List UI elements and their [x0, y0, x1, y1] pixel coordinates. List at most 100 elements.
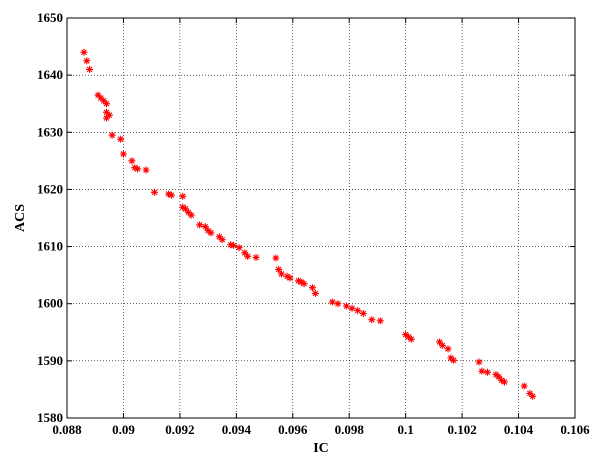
data-point — [450, 356, 458, 364]
data-point — [103, 114, 111, 122]
data-point — [131, 164, 139, 172]
data-point — [80, 48, 88, 56]
x-tick-label: 0.094 — [222, 422, 252, 437]
data-point — [359, 309, 367, 317]
x-tick-label: 0.102 — [447, 422, 476, 437]
data-point — [105, 111, 113, 119]
data-point — [207, 229, 215, 237]
x-tick-label: 0.096 — [278, 422, 308, 437]
data-point — [520, 382, 528, 390]
data-point — [117, 135, 125, 143]
axis-ticks — [66, 17, 576, 419]
data-point — [272, 254, 280, 262]
data-point — [500, 378, 508, 386]
data-point — [407, 335, 415, 343]
data-point — [165, 190, 173, 198]
data-point — [334, 300, 342, 308]
data-points — [80, 48, 537, 400]
data-point — [103, 100, 111, 108]
data-point — [97, 94, 105, 102]
data-point — [196, 221, 204, 229]
data-point — [526, 389, 534, 397]
data-point — [103, 108, 111, 116]
data-point — [404, 333, 412, 341]
x-tick-label: 0.098 — [335, 422, 365, 437]
y-tick-label: 1590 — [37, 353, 63, 368]
data-point — [179, 192, 187, 200]
data-point — [368, 316, 376, 324]
data-point — [230, 241, 238, 249]
data-point — [134, 165, 142, 173]
data-point — [294, 277, 302, 285]
data-point — [348, 304, 356, 312]
data-point — [218, 236, 226, 244]
x-axis-title: IC — [313, 441, 329, 456]
data-point — [150, 188, 158, 196]
data-point — [227, 241, 235, 249]
x-tick-label: 0.106 — [560, 422, 590, 437]
data-point — [94, 91, 102, 99]
data-point — [402, 331, 410, 339]
y-axis-title: ACS — [13, 204, 28, 232]
data-point — [119, 150, 127, 158]
data-point — [241, 249, 249, 257]
data-point — [108, 131, 116, 139]
y-tick-label: 1630 — [37, 124, 63, 139]
data-point — [275, 265, 283, 273]
data-point — [354, 307, 362, 315]
data-point — [179, 203, 187, 211]
data-point — [309, 284, 317, 292]
data-point — [100, 97, 108, 105]
data-point — [328, 298, 336, 306]
data-point — [286, 274, 294, 282]
grid-lines — [67, 18, 575, 418]
data-point — [167, 191, 175, 199]
data-point — [142, 166, 150, 174]
data-point — [83, 57, 91, 65]
y-tick-label: 1650 — [37, 10, 63, 25]
data-point — [277, 270, 285, 278]
data-point — [184, 208, 192, 216]
data-point — [495, 373, 503, 381]
data-point — [436, 338, 444, 346]
data-point — [252, 253, 260, 261]
data-point — [342, 302, 350, 310]
data-point — [201, 223, 209, 231]
data-point — [484, 368, 492, 376]
data-point — [478, 367, 486, 375]
data-point — [529, 392, 537, 400]
data-point — [187, 211, 195, 219]
y-tick-label: 1640 — [37, 67, 63, 82]
x-tick-label: 0.09 — [112, 422, 135, 437]
data-point — [86, 65, 94, 73]
x-tick-labels: 0.088 0.09 0.092 0.094 0.096 0.098 0.1 0.102 0.1… — [52, 422, 590, 437]
data-point — [498, 376, 506, 384]
data-point — [447, 354, 455, 362]
data-point — [204, 227, 212, 235]
data-point — [492, 371, 500, 379]
data-point — [475, 358, 483, 366]
data-point — [311, 289, 319, 297]
data-point — [182, 205, 190, 213]
x-tick-label: 0.1 — [398, 422, 414, 437]
x-tick-label: 0.092 — [165, 422, 194, 437]
y-tick-label: 1580 — [37, 410, 63, 425]
data-point — [235, 244, 243, 252]
data-point — [438, 341, 446, 349]
data-point — [444, 345, 452, 353]
data-point — [215, 233, 223, 241]
y-tick-label: 1600 — [37, 296, 63, 311]
data-point — [128, 157, 136, 165]
y-tick-labels: 1580 1590 1600 1610 1620 1630 1640 1650 — [37, 10, 63, 425]
data-point — [297, 278, 305, 286]
y-tick-label: 1610 — [37, 239, 63, 254]
y-tick-label: 1620 — [37, 181, 63, 196]
data-point — [376, 317, 384, 325]
data-point — [283, 272, 291, 280]
plot-frame — [66, 17, 576, 419]
x-tick-label: 0.104 — [504, 422, 534, 437]
data-point — [244, 252, 252, 260]
x-tick-label: 0.088 — [52, 422, 82, 437]
data-point — [300, 280, 308, 288]
